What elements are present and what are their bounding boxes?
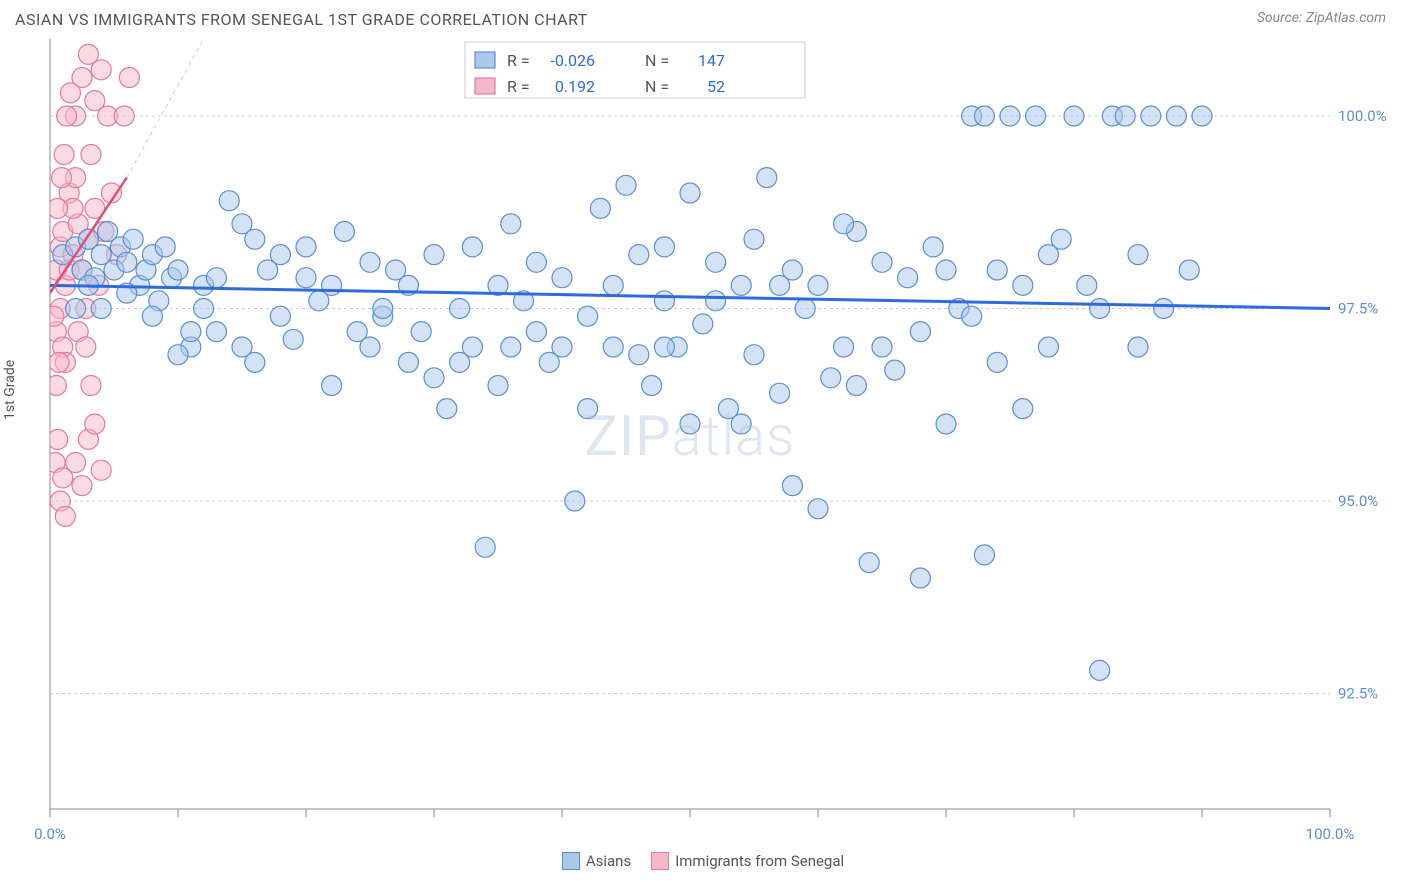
legend-label: Immigrants from Senegal bbox=[675, 852, 844, 870]
svg-text:ZIPatlas: ZIPatlas bbox=[584, 403, 795, 469]
svg-text:95.0%: 95.0% bbox=[1338, 492, 1378, 510]
svg-text:52: 52 bbox=[707, 77, 725, 96]
legend-swatch bbox=[562, 852, 580, 870]
svg-text:0.0%: 0.0% bbox=[34, 825, 66, 843]
legend-bottom: Asians Immigrants from Senegal bbox=[0, 852, 1406, 870]
scatter-chart: 92.5% 95.0% 97.5% 100.0% 0.0% 100.0% ZIPatlas R… bbox=[15, 39, 1391, 844]
svg-text:-0.026: -0.026 bbox=[550, 51, 595, 70]
svg-text:97.5%: 97.5% bbox=[1338, 300, 1378, 318]
legend-item: Asians bbox=[562, 852, 631, 870]
svg-text:N =: N = bbox=[645, 77, 669, 96]
svg-text:100.0%: 100.0% bbox=[1306, 825, 1355, 843]
y-axis-label: 1st Grade bbox=[2, 359, 18, 419]
svg-text:0.192: 0.192 bbox=[555, 77, 595, 96]
chart-title: ASIAN VS IMMIGRANTS FROM SENEGAL 1ST GRA… bbox=[15, 10, 588, 29]
svg-text:92.5%: 92.5% bbox=[1338, 685, 1378, 703]
svg-text:R =: R = bbox=[507, 77, 530, 96]
svg-text:147: 147 bbox=[698, 51, 725, 70]
svg-text:R =: R = bbox=[507, 51, 530, 70]
source-attribution: Source: ZipAtlas.com bbox=[1257, 10, 1386, 29]
legend-item: Immigrants from Senegal bbox=[651, 852, 844, 870]
legend-label: Asians bbox=[586, 852, 631, 870]
svg-text:100.0%: 100.0% bbox=[1338, 107, 1387, 125]
legend-swatch bbox=[651, 852, 669, 870]
svg-text:N =: N = bbox=[645, 51, 669, 70]
